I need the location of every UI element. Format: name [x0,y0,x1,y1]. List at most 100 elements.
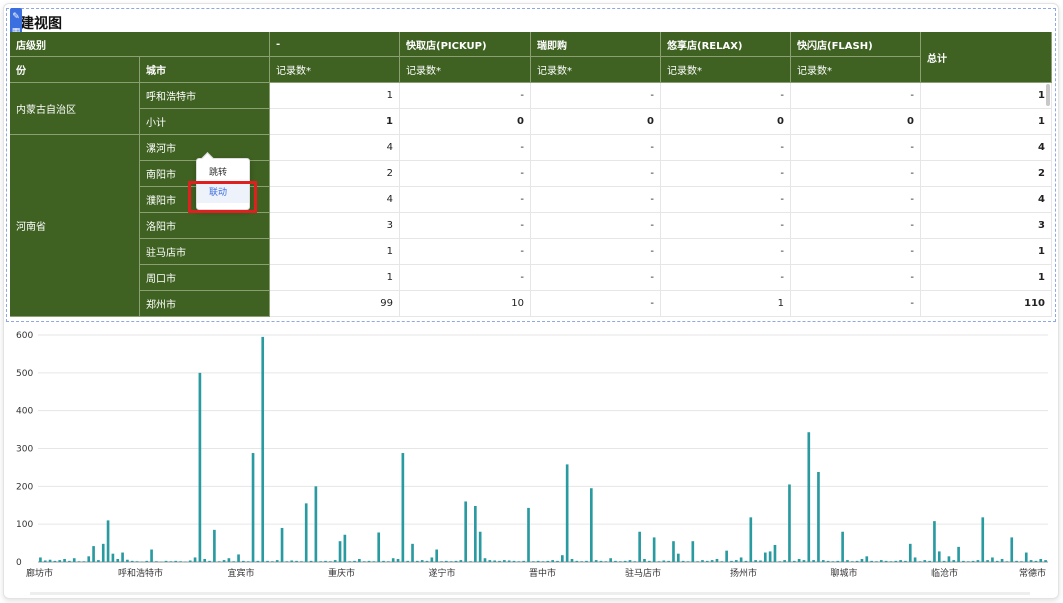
bar[interactable] [1005,561,1009,562]
bar[interactable] [237,554,240,562]
bar[interactable] [121,552,124,562]
bar[interactable] [440,561,443,562]
bar[interactable] [135,561,139,562]
bar[interactable] [377,532,381,562]
bar[interactable] [464,501,468,562]
bar[interactable] [474,506,477,562]
bar[interactable] [174,560,178,562]
bar[interactable] [609,558,612,562]
bar[interactable] [696,561,699,562]
column-header[interactable]: 悠享店(RELAX) [661,32,791,57]
bar[interactable] [198,372,202,562]
bar[interactable] [546,560,550,562]
bar[interactable] [1015,560,1018,562]
bar[interactable] [1000,558,1004,562]
measure-header[interactable]: 记录数* [270,57,400,83]
bar[interactable] [788,484,791,562]
bar[interactable] [812,560,815,562]
bar[interactable] [333,560,337,562]
bar[interactable] [251,453,255,562]
bar[interactable] [981,517,985,562]
bar[interactable] [285,561,289,562]
bar[interactable] [532,561,535,562]
bar[interactable] [208,560,211,562]
bar[interactable] [618,561,622,562]
bar[interactable] [329,561,332,562]
bar[interactable] [488,560,492,562]
bar[interactable] [150,549,153,562]
bar[interactable] [976,560,980,562]
bar[interactable] [266,560,269,562]
bar[interactable] [962,560,965,562]
bar[interactable] [623,560,627,562]
bar[interactable] [647,560,651,562]
bar[interactable] [503,560,506,562]
bar[interactable] [101,543,105,562]
measure-header[interactable]: 记录数* [400,57,531,83]
bar[interactable] [416,560,419,562]
bar[interactable] [594,560,598,562]
bar[interactable] [580,561,583,562]
bar[interactable] [179,561,182,562]
bar[interactable] [749,517,753,562]
bar[interactable] [193,557,197,562]
bar[interactable] [348,561,352,562]
bar[interactable] [242,560,245,562]
bar[interactable] [792,560,796,562]
column-header[interactable]: - [270,32,400,57]
bar[interactable] [725,550,728,562]
bar[interactable] [382,560,385,562]
bar[interactable] [991,557,994,562]
bar[interactable] [246,561,250,562]
province-cell[interactable]: 内蒙古自治区 [10,83,140,135]
bar[interactable] [715,558,719,562]
bar[interactable] [551,560,554,562]
bar[interactable] [561,555,564,562]
bar[interactable] [585,560,588,562]
bar[interactable] [734,560,738,562]
bar[interactable] [203,558,207,562]
bar[interactable] [937,551,941,562]
bar[interactable] [87,556,91,562]
bar[interactable] [850,561,854,562]
bar[interactable] [846,560,849,562]
bar[interactable] [1010,537,1014,562]
bar[interactable] [759,560,762,562]
bar[interactable] [116,558,120,562]
bar[interactable] [720,561,724,562]
bar[interactable] [865,556,869,562]
context-menu-jump[interactable]: 跳转 [209,168,228,178]
column-header[interactable]: 快闪店(FLASH) [791,32,921,57]
bar[interactable] [802,560,806,562]
bar[interactable] [48,559,52,562]
bar[interactable] [923,560,927,562]
bar[interactable] [217,561,221,562]
bar[interactable] [995,560,999,562]
bar[interactable] [517,561,521,562]
bar[interactable] [575,560,579,562]
bar[interactable] [72,558,76,562]
bar[interactable] [58,560,62,562]
chart-scrollbar[interactable] [30,592,1030,595]
bar[interactable] [430,557,434,562]
bar[interactable] [875,561,878,562]
bar[interactable] [391,558,395,562]
bar[interactable] [884,560,888,562]
total-header[interactable]: 总计 [921,32,1052,83]
bar[interactable] [324,560,327,562]
bar[interactable] [541,561,545,562]
bar[interactable] [739,557,743,562]
bar[interactable] [908,543,912,562]
measure-header[interactable]: 记录数* [531,57,661,83]
bar[interactable] [947,556,951,562]
column-header[interactable]: 瑞即购 [531,32,661,57]
bar[interactable] [483,558,487,562]
bar[interactable] [730,560,733,562]
bar[interactable] [826,560,830,562]
bar[interactable] [527,507,530,562]
bar[interactable] [667,560,670,562]
bar[interactable] [97,560,100,562]
bar[interactable] [213,529,216,562]
bar[interactable] [155,561,158,562]
bar[interactable] [681,560,685,562]
